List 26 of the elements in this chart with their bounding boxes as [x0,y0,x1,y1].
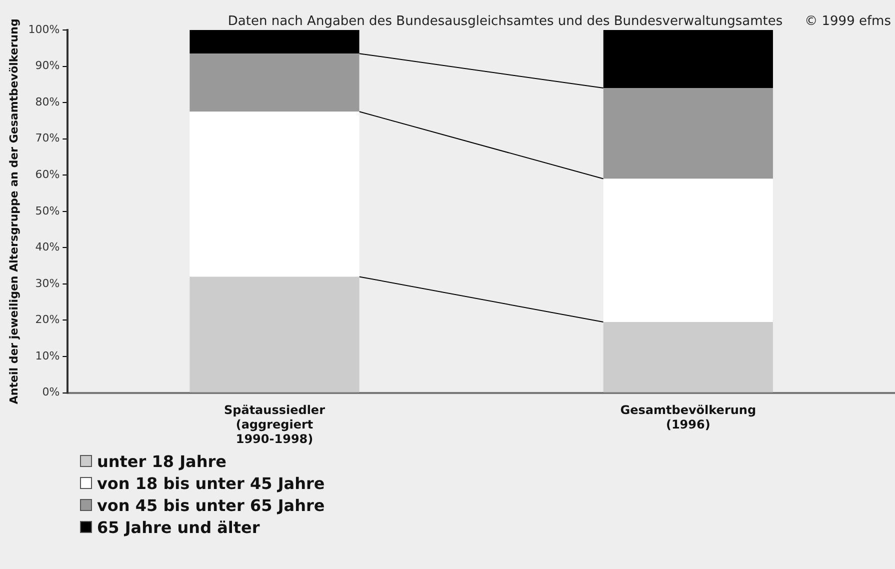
legend-label: von 45 bis unter 65 Jahre [97,496,325,514]
legend-label: 65 Jahre und älter [97,518,260,536]
text: © 1999 efms [804,14,892,29]
y-tick-label: 50% [35,204,60,218]
legend-label: von 18 bis unter 45 Jahre [97,474,325,492]
bar [603,322,773,392]
y-tick-label: 70% [35,132,60,145]
y-tick-label: 90% [35,59,60,72]
y-tick-label: 10% [35,349,60,362]
y-tick-label: 30% [35,276,60,290]
y-tick-label: 20% [35,313,60,326]
text: Daten nach Angaben des Bundesausgleichsamtes und des Bundesverwaltungsamtes [228,14,783,29]
bar [190,54,360,112]
bar [190,112,360,277]
legend-label: unter 18 Jahre [97,452,226,470]
bar [603,178,773,322]
bar [603,88,773,179]
y-tick-label: 100% [28,22,60,36]
x-tick-label: Spätaussiedler (aggregiert 1990-1998) [224,403,326,446]
y-tick-label: 60% [35,168,60,181]
x-tick-label: Gesamtbevölkerung (1996) [620,403,756,432]
y-tick-label: 40% [35,240,60,254]
y-tick-label: 80% [35,95,60,108]
y-tick-label: 0% [42,386,60,399]
bar [190,276,360,392]
y-axis-title: Anteil der jeweiligen Altersgruppe an der Gesamtbevölkerung [7,18,20,404]
